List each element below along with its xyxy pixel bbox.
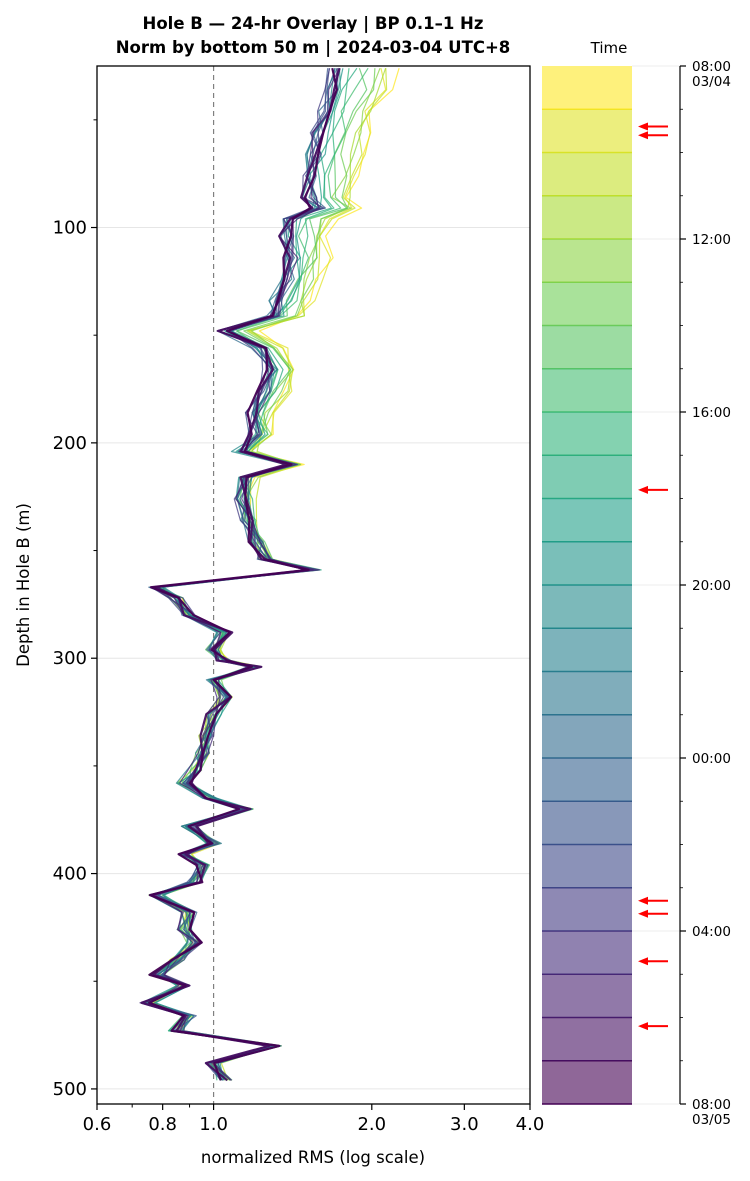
series-line-hour-21 xyxy=(150,68,338,1081)
marker-arrow-head-5 xyxy=(638,957,648,966)
series-group xyxy=(139,67,400,1082)
y-axis-ticks: 100 200 300 400 500 xyxy=(53,119,97,1100)
x-tick-label: 0.8 xyxy=(148,1114,177,1135)
x-axis-label: normalized RMS (log scale) xyxy=(201,1148,425,1167)
marker-arrow-head-0 xyxy=(638,122,648,131)
colorbar-segment-19 xyxy=(542,887,632,931)
x-tick-label: 0.6 xyxy=(83,1114,112,1135)
colorbar-tick-label-part: 08:00 xyxy=(692,1097,731,1113)
colorbar-segment-20 xyxy=(542,931,632,975)
colorbar-tick-label: 16:00 xyxy=(692,405,731,421)
colorbar-tick-label-part: 03/05 xyxy=(692,1112,731,1128)
marker-arrow-head-4 xyxy=(638,909,648,918)
colorbar-tick-label-part: 20:00 xyxy=(692,578,731,594)
colorbar-title: Time xyxy=(590,39,628,57)
colorbar-segment-15 xyxy=(542,714,632,758)
colorbar-segment-7 xyxy=(542,368,632,412)
y-tick-label: 200 xyxy=(53,433,87,454)
chart-title-line1: Hole B — 24-hr Overlay | BP 0.1–1 Hz xyxy=(143,14,484,34)
colorbar-segment-11 xyxy=(542,541,632,585)
colorbar-gridlines xyxy=(632,65,680,1105)
y-tick-label: 400 xyxy=(53,864,87,885)
colorbar-segment-8 xyxy=(542,412,632,456)
plot-frame xyxy=(96,65,531,1105)
colorbar-segment-5 xyxy=(542,282,632,326)
colorbar-tick-label: 12:00 xyxy=(692,232,731,248)
series-line-hour-19 xyxy=(149,68,331,1081)
colorbar-segment-0 xyxy=(542,66,632,110)
colorbar-tick-label: 08:00 03/04 xyxy=(692,59,731,90)
colorbar-segment-3 xyxy=(542,195,632,239)
colorbar-segment-4 xyxy=(542,239,632,283)
x-tick-label: 4.0 xyxy=(516,1114,545,1135)
colorbar-tick-label: 08:00 03/05 xyxy=(692,1097,731,1128)
colorbar-segment-1 xyxy=(542,109,632,153)
x-tick-label: 3.0 xyxy=(450,1114,479,1135)
colorbar-tick-label: 20:00 xyxy=(692,578,731,594)
y-tick-label: 500 xyxy=(53,1079,87,1100)
colorbar-tick-label-part: 03/04 xyxy=(692,74,731,90)
colorbar-segment-12 xyxy=(542,585,632,629)
marker-arrow-head-6 xyxy=(638,1022,648,1031)
plot-area: 0.6 0.8 1.0 2.0 3.0 4.0 100 200 300 400 500 xyxy=(53,65,545,1135)
colorbar: Time 08:00 03/0412:0016:0020:0000:0004:00… xyxy=(542,39,731,1128)
gridlines xyxy=(97,227,530,1090)
series-line-hour-23 xyxy=(148,67,338,1081)
colorbar-tick-label: 00:00 xyxy=(692,751,731,767)
colorbar-segment-9 xyxy=(542,455,632,499)
colorbar-tick-label-part: 16:00 xyxy=(692,405,731,421)
chart-title-line2: Norm by bottom 50 m | 2024-03-04 UTC+8 xyxy=(116,38,511,58)
colorbar-tick-label: 04:00 xyxy=(692,924,731,940)
colorbar-tick-label-part: 12:00 xyxy=(692,232,731,248)
colorbar-segment-16 xyxy=(542,758,632,802)
colorbar-segment-13 xyxy=(542,628,632,672)
marker-arrow-head-1 xyxy=(638,131,648,140)
colorbar-segment-23 xyxy=(542,1060,632,1104)
y-tick-label: 300 xyxy=(53,648,87,669)
colorbar-segment-22 xyxy=(542,1017,632,1061)
colorbar-ticks: 08:00 03/0412:0016:0020:0000:0004:0008:00… xyxy=(680,59,731,1128)
colorbar-segment-6 xyxy=(542,325,632,369)
y-axis-label: Depth in Hole B (m) xyxy=(14,503,33,667)
series-line-hour-14 xyxy=(146,68,339,1081)
colorbar-tick-label-part: 08:00 xyxy=(692,59,731,75)
colorbar-segment-18 xyxy=(542,844,632,888)
x-tick-label: 1.0 xyxy=(199,1114,228,1135)
y-tick-label: 100 xyxy=(53,218,87,239)
colorbar-segment-21 xyxy=(542,974,632,1018)
colorbar-segments xyxy=(542,66,632,1105)
colorbar-tick-label-part: 00:00 xyxy=(692,751,731,767)
x-tick-label: 2.0 xyxy=(357,1114,386,1135)
colorbar-segment-17 xyxy=(542,801,632,845)
x-axis-ticks: 0.6 0.8 1.0 2.0 3.0 4.0 xyxy=(83,1104,545,1135)
marker-arrow-head-2 xyxy=(638,485,648,494)
colorbar-segment-10 xyxy=(542,498,632,542)
colorbar-segment-14 xyxy=(542,671,632,715)
marker-arrow-head-3 xyxy=(638,896,648,905)
colorbar-tick-label-part: 04:00 xyxy=(692,924,731,940)
colorbar-marker-arrows xyxy=(638,122,668,1031)
colorbar-segment-2 xyxy=(542,152,632,196)
series-line-hour-6 xyxy=(141,68,368,1081)
